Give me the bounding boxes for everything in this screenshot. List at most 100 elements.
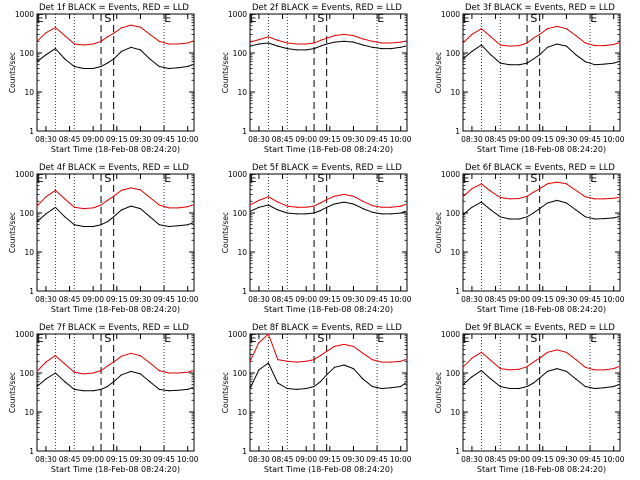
- data-point-lld: [305, 206, 307, 208]
- x-tick-label: 09:30: [556, 295, 578, 304]
- data-point-events: [499, 216, 501, 218]
- data-point-lld: [296, 206, 298, 208]
- data-point-lld: [362, 200, 364, 202]
- data-point-events: [371, 46, 373, 48]
- data-point-events: [130, 370, 132, 372]
- y-tick-label: 100: [20, 49, 35, 58]
- data-point-events: [326, 374, 328, 376]
- data-point-events: [565, 45, 568, 47]
- data-point-lld: [168, 43, 170, 45]
- data-point-lld: [326, 37, 328, 39]
- data-point-lld: [613, 43, 615, 46]
- x-tick-label: 09:45: [366, 135, 388, 144]
- data-point-lld: [267, 36, 269, 38]
- data-point-lld: [617, 366, 620, 368]
- data-point-events: [177, 67, 179, 69]
- x-axis-label: Start Time (18-Feb-08 08:24:20): [51, 145, 180, 154]
- data-point-events: [352, 203, 354, 205]
- data-point-lld: [490, 190, 492, 192]
- data-point-events: [381, 48, 383, 50]
- data-point-events: [617, 216, 620, 218]
- event-marker-S: S: [317, 332, 324, 345]
- x-tick-label: 09:00: [295, 455, 317, 464]
- data-point-events: [249, 387, 251, 390]
- event-marker-S: S: [530, 332, 537, 345]
- data-point-events: [326, 206, 328, 208]
- event-marker-S: S: [104, 332, 111, 345]
- chart-title: Det 6f BLACK = Events, RED = LLD: [465, 163, 615, 173]
- x-tick-label: 08:30: [35, 135, 57, 144]
- data-point-events: [113, 216, 115, 218]
- x-tick-label: 09:45: [153, 295, 175, 304]
- data-point-events: [191, 222, 193, 224]
- series-line-lld: [462, 25, 619, 47]
- data-point-lld: [539, 188, 541, 190]
- data-point-events: [130, 46, 132, 48]
- data-point-lld: [603, 198, 605, 200]
- event-marker-E: E: [37, 12, 44, 25]
- data-point-lld: [100, 370, 102, 372]
- event-marker-E: E: [164, 12, 171, 25]
- x-tick-label: 09:30: [130, 455, 152, 464]
- x-tick-label: 09:45: [579, 295, 601, 304]
- plot-frame: [36, 333, 195, 452]
- x-tick-label: 09:30: [343, 295, 365, 304]
- event-marker-E: E: [164, 332, 171, 345]
- x-tick-label: 09:15: [106, 455, 128, 464]
- data-point-events: [546, 46, 549, 48]
- data-point-lld: [404, 203, 406, 206]
- data-point-lld: [362, 38, 364, 40]
- event-marker-E: E: [250, 172, 257, 185]
- data-point-events: [343, 40, 345, 42]
- data-point-events: [480, 44, 482, 46]
- y-tick-label: 1: [29, 447, 34, 456]
- data-point-lld: [296, 43, 298, 45]
- chart-title: Det 5f BLACK = Events, RED = LLD: [252, 163, 402, 173]
- data-point-lld: [352, 345, 354, 347]
- data-point-lld: [352, 35, 354, 37]
- event-marker-E: E: [463, 332, 470, 345]
- y-tick-label: 1: [455, 287, 460, 296]
- data-point-lld: [326, 350, 328, 352]
- chart-title: Det 8f BLACK = Events, RED = LLD: [252, 323, 402, 333]
- x-tick-label: 09:45: [366, 295, 388, 304]
- data-point-lld: [594, 369, 596, 371]
- data-point-lld: [106, 199, 108, 201]
- data-point-events: [319, 381, 321, 383]
- data-point-events: [64, 381, 66, 383]
- data-point-events: [139, 373, 141, 375]
- data-point-events: [518, 64, 520, 66]
- data-point-events: [613, 62, 615, 64]
- y-tick-label: 100: [233, 49, 248, 58]
- data-point-events: [296, 388, 298, 390]
- data-point-events: [277, 382, 279, 384]
- data-point-events: [532, 212, 535, 214]
- data-point-lld: [45, 361, 47, 363]
- data-point-lld: [191, 370, 193, 372]
- data-point-events: [584, 61, 586, 63]
- x-axis-label: Start Time (18-Feb-08 08:24:20): [51, 305, 180, 314]
- data-point-lld: [130, 352, 132, 354]
- data-point-events: [462, 384, 464, 386]
- data-point-events: [343, 201, 345, 203]
- chart-title: Det 2f BLACK = Events, RED = LLD: [252, 3, 402, 13]
- data-point-events: [319, 210, 321, 212]
- data-point-events: [546, 202, 549, 204]
- data-point-events: [565, 202, 568, 204]
- x-tick-label: 10:00: [603, 455, 625, 464]
- data-point-events: [390, 213, 392, 215]
- data-point-lld: [158, 204, 160, 206]
- y-tick-label: 1: [242, 447, 247, 456]
- data-point-lld: [404, 359, 406, 361]
- data-point-events: [584, 216, 586, 218]
- data-point-lld: [594, 198, 596, 200]
- x-tick-label: 09:00: [295, 135, 317, 144]
- data-point-lld: [73, 371, 75, 373]
- data-point-events: [381, 387, 383, 390]
- data-point-lld: [546, 28, 549, 30]
- data-point-lld: [54, 355, 57, 357]
- plot-frame: [249, 173, 408, 292]
- data-point-events: [45, 213, 47, 215]
- data-point-events: [177, 389, 179, 391]
